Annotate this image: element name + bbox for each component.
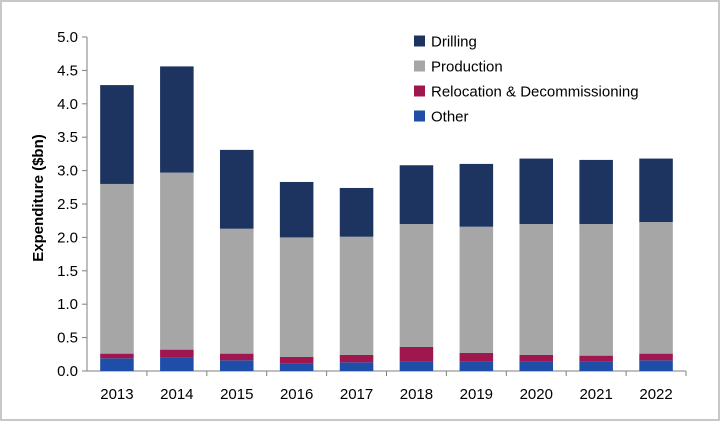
bar-segment-production-2016 [279, 237, 314, 357]
legend-swatch [414, 60, 425, 72]
bar-segment-production-2018 [399, 224, 434, 347]
bar-segment-drilling-2017 [339, 187, 374, 237]
bar-segment-production-2020 [519, 224, 554, 355]
y-tick-label: 3.5 [57, 129, 78, 146]
bar-segment-drilling-2014 [160, 66, 194, 173]
legend-label: Relocation & Decommissioning [431, 84, 639, 101]
bar-segment-other-2022 [639, 360, 673, 371]
y-tick-label: 1.0 [57, 296, 78, 313]
bar-segment-drilling-2015 [219, 149, 254, 229]
bar-segment-relocation-decommissioning-2013 [100, 353, 134, 359]
legend-label: Production [431, 59, 503, 76]
legend-swatch [414, 35, 425, 47]
y-tick-label: 4.5 [57, 62, 78, 79]
bar-segment-other-2016 [279, 363, 314, 371]
bar-segment-drilling-2020 [519, 158, 554, 225]
x-tick-label: 2022 [639, 386, 672, 403]
bar-segment-drilling-2013 [100, 85, 134, 184]
bar-segment-production-2017 [339, 236, 374, 355]
bar-segment-relocation-decommissioning-2022 [639, 353, 673, 361]
bar-segment-other-2013 [100, 358, 134, 371]
y-tick-label: 3.0 [57, 163, 78, 180]
bar-segment-other-2018 [399, 361, 434, 371]
y-tick-label: 4.0 [57, 96, 78, 113]
x-tick-label: 2019 [460, 386, 493, 403]
bar-segment-production-2019 [459, 226, 494, 353]
x-tick-label: 2015 [220, 386, 253, 403]
legend-label: Drilling [431, 34, 477, 51]
x-tick-label: 2016 [280, 386, 313, 403]
bar-segment-relocation-decommissioning-2015 [219, 353, 254, 361]
x-tick-label: 2018 [400, 386, 433, 403]
bar-segment-other-2017 [339, 362, 374, 371]
x-tick-label: 2017 [340, 386, 373, 403]
bar-segment-drilling-2018 [399, 165, 434, 225]
bar-segment-drilling-2021 [579, 159, 613, 225]
bar-segment-production-2014 [160, 172, 194, 350]
bar-segment-other-2019 [459, 361, 494, 371]
y-tick-label: 0.5 [57, 330, 78, 347]
y-tick-label: 2.5 [57, 196, 78, 213]
y-tick-label: 5.0 [57, 29, 78, 46]
y-tick-label: 1.5 [57, 263, 78, 280]
bar-segment-production-2022 [639, 222, 673, 354]
bar-segment-other-2021 [579, 361, 613, 371]
y-tick-label: 2.0 [57, 229, 78, 246]
bar-segment-drilling-2022 [639, 158, 673, 223]
legend-swatch [414, 85, 425, 97]
bar-segment-other-2015 [219, 360, 254, 371]
legend-label: Other [431, 109, 469, 126]
x-tick-label: 2020 [520, 386, 553, 403]
y-axis-title: Expenditure ($bn) [30, 134, 47, 262]
bar-segment-relocation-decommissioning-2020 [519, 354, 554, 362]
x-tick-label: 2021 [579, 386, 612, 403]
bar-segment-other-2014 [160, 357, 194, 371]
bar-segment-relocation-decommissioning-2019 [459, 352, 494, 362]
bar-segment-production-2013 [100, 183, 134, 354]
bar-segment-relocation-decommissioning-2014 [160, 349, 194, 358]
bar-segment-other-2020 [519, 361, 554, 371]
bar-segment-relocation-decommissioning-2018 [399, 346, 434, 362]
bar-segment-relocation-decommissioning-2016 [279, 356, 314, 364]
y-tick-label: 0.0 [57, 363, 78, 380]
legend-swatch [414, 110, 425, 122]
bar-segment-relocation-decommissioning-2021 [579, 355, 613, 362]
bar-segment-drilling-2019 [459, 163, 494, 227]
bar-segment-production-2015 [219, 228, 254, 354]
bar-segment-drilling-2016 [279, 181, 314, 238]
bar-segment-relocation-decommissioning-2017 [339, 354, 374, 363]
x-tick-label: 2014 [160, 386, 193, 403]
bar-segment-production-2021 [579, 224, 613, 356]
x-tick-label: 2013 [100, 386, 133, 403]
